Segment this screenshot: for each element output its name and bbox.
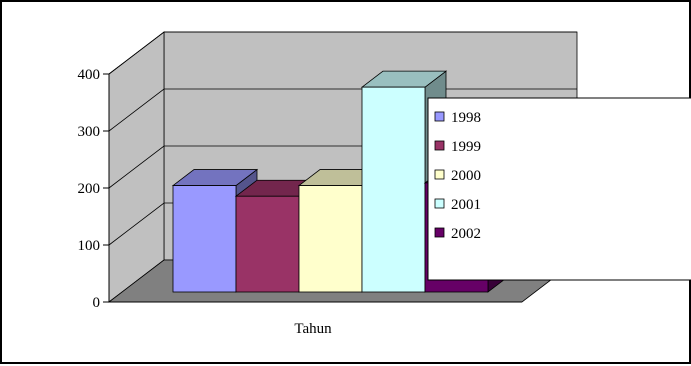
y-tick-label: 300 bbox=[78, 124, 101, 140]
bar-front bbox=[172, 185, 237, 293]
gridline bbox=[108, 31, 577, 75]
legend-label: 2000 bbox=[451, 168, 481, 184]
y-tick-labels: 0 100 200 300 400 bbox=[78, 67, 101, 311]
y-tick-label: 100 bbox=[78, 238, 101, 254]
legend-label: 2001 bbox=[451, 197, 481, 213]
legend-swatch bbox=[434, 111, 445, 122]
legend-swatch bbox=[434, 198, 445, 209]
x-axis-label: Tahun bbox=[294, 321, 332, 337]
bar-front bbox=[298, 185, 363, 293]
legend-label: 1998 bbox=[451, 110, 481, 126]
legend-swatch bbox=[434, 140, 445, 151]
bar-front bbox=[235, 195, 300, 293]
y-tick-label: 0 bbox=[93, 295, 101, 311]
legend-box bbox=[427, 97, 691, 281]
bars-group bbox=[171, 70, 511, 293]
legend-label: 1999 bbox=[451, 139, 481, 155]
y-tick-label: 200 bbox=[78, 181, 101, 197]
legend-swatch bbox=[434, 169, 445, 180]
legend: 1998 1999 2000 2001 2002 bbox=[427, 97, 691, 281]
legend-label: 2002 bbox=[451, 226, 481, 242]
bar-front bbox=[361, 86, 426, 293]
y-tick-label: 400 bbox=[78, 67, 101, 83]
value-axis bbox=[103, 73, 522, 303]
legend-swatch bbox=[434, 227, 445, 238]
